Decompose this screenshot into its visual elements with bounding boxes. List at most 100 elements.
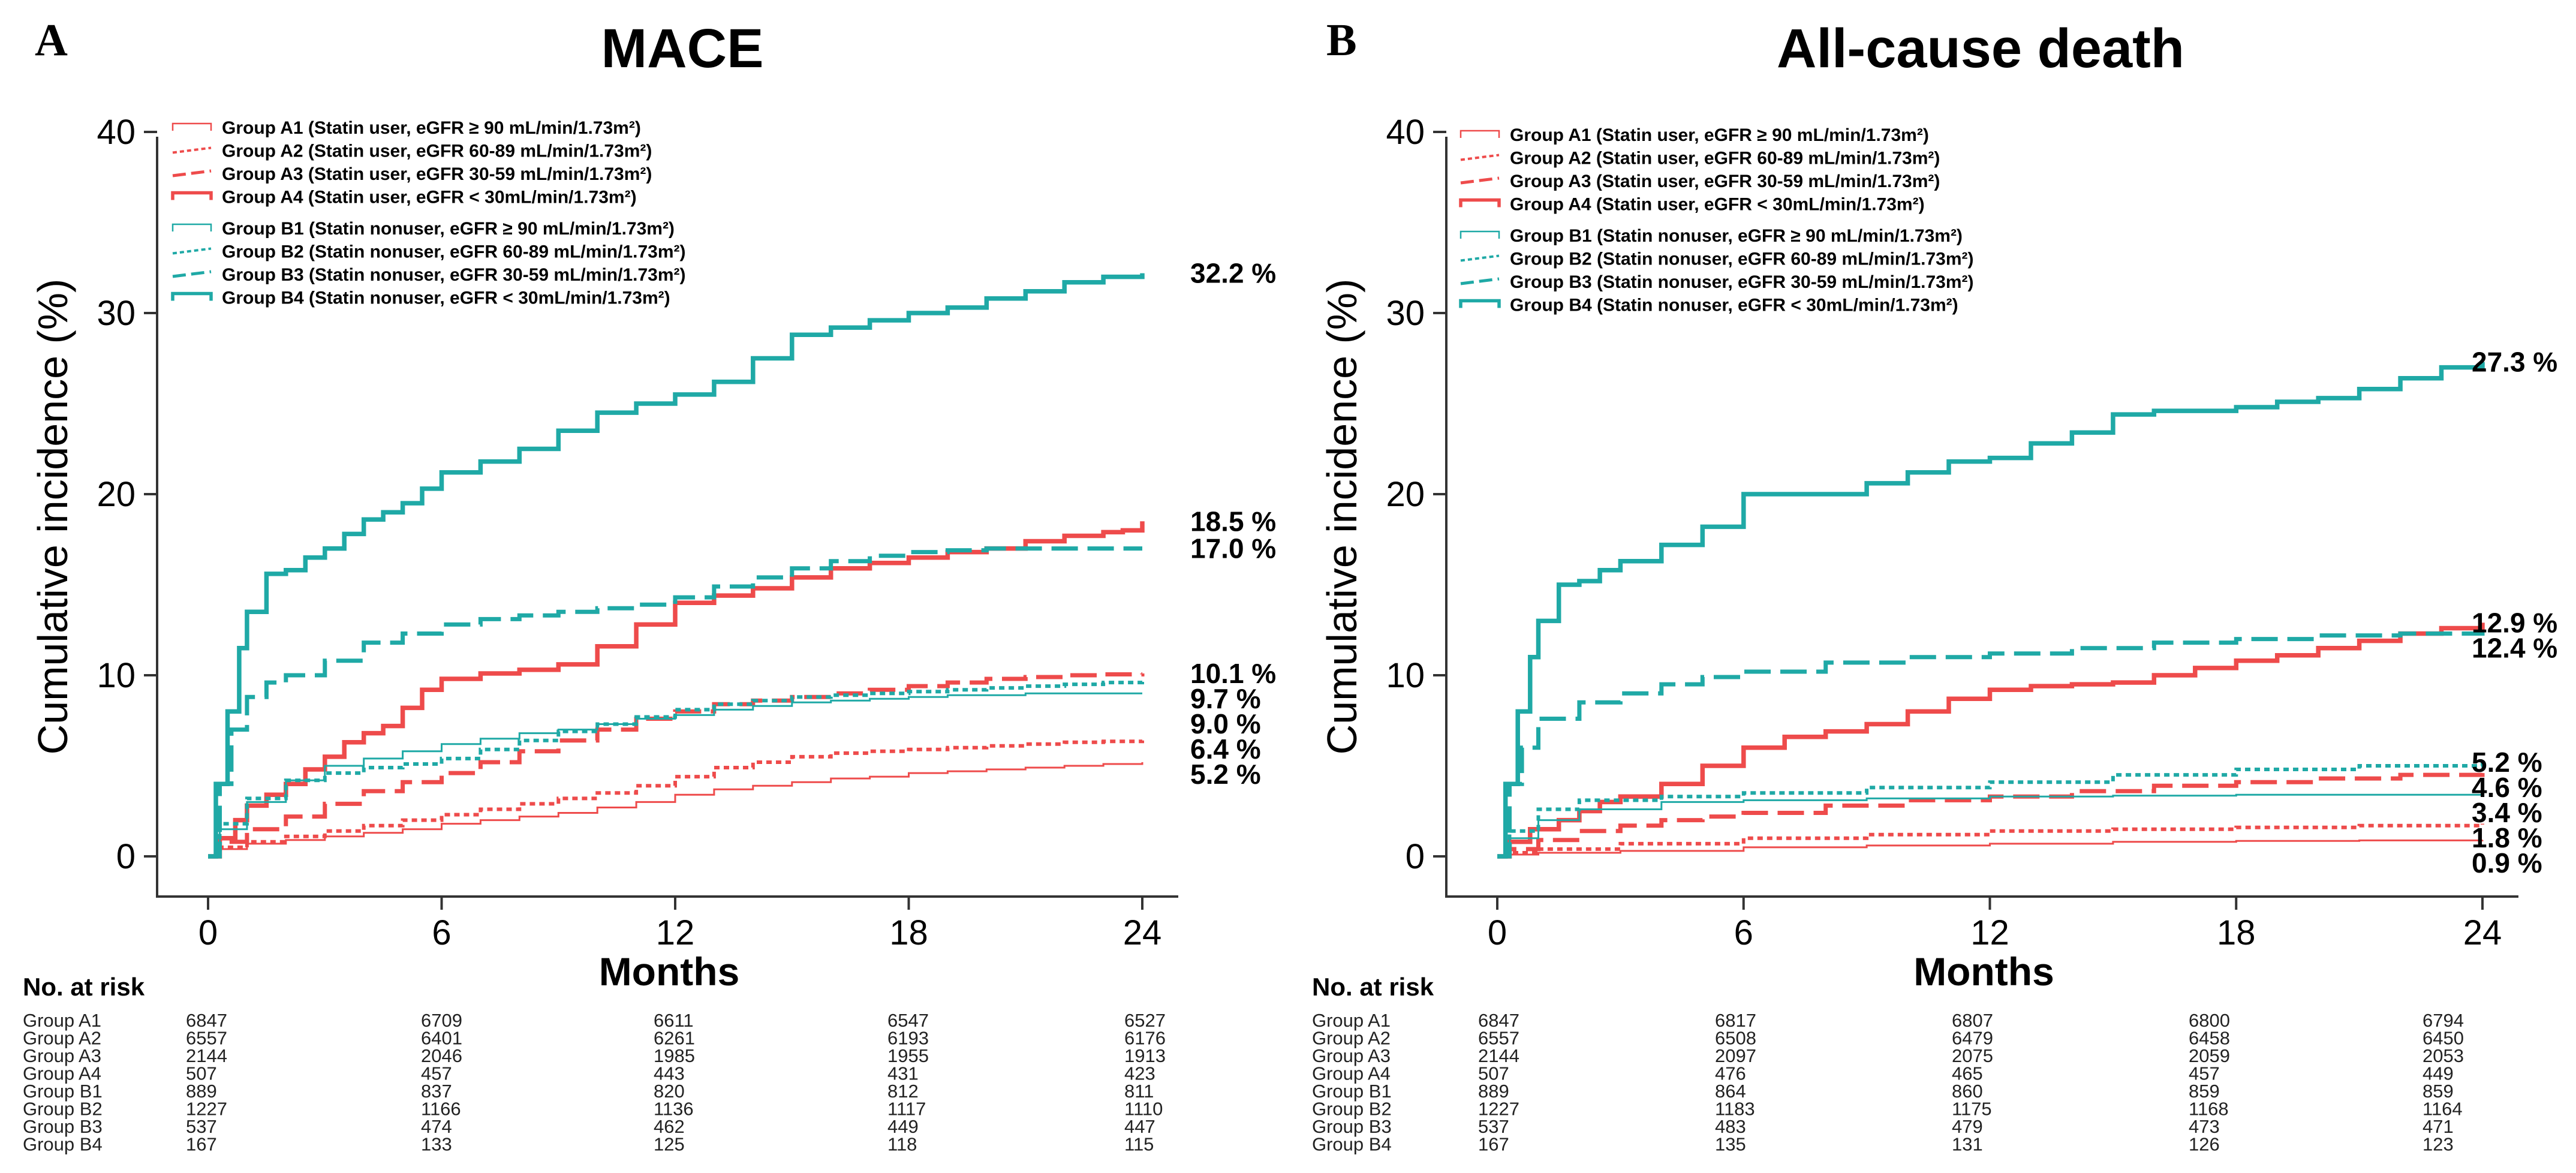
- risk-cell: 457: [2189, 1063, 2220, 1084]
- legend-label-6: Group B2 (Statin nonuser, eGFR 60-89 mL/…: [1510, 249, 1973, 269]
- risk-cell: 6176: [1124, 1028, 1166, 1049]
- risk-cell: 443: [654, 1063, 685, 1084]
- series-line-8: [1497, 362, 2485, 859]
- axis-frame: [1445, 137, 2518, 898]
- risk-cell: 447: [1124, 1116, 1155, 1137]
- risk-cell: 537: [186, 1116, 217, 1137]
- risk-cell: 537: [1478, 1116, 1509, 1137]
- end-value-label: 27.3 %: [2472, 347, 2557, 378]
- legend-swatch-4: [1459, 198, 1501, 207]
- risk-row-label: Group A3: [1312, 1045, 1391, 1066]
- risk-cell: 6807: [1952, 1010, 1993, 1031]
- risk-cell: 135: [1715, 1134, 1746, 1155]
- y-tick-label: 10: [1386, 656, 1425, 695]
- risk-cell: 474: [421, 1116, 452, 1137]
- end-value-label: 4.6 %: [2472, 772, 2542, 803]
- end-value-label: 12.4 %: [2472, 632, 2557, 663]
- risk-cell: 167: [186, 1134, 217, 1155]
- risk-row-label: Group B2: [1312, 1099, 1392, 1120]
- risk-row-label: Group B3: [1312, 1116, 1392, 1137]
- series-line-8: [208, 273, 1145, 859]
- legend-label-5: Group B1 (Statin nonuser, eGFR ≥ 90 mL/m…: [1510, 226, 1963, 246]
- series-line-7: [1497, 631, 2485, 859]
- risk-row-label: Group B4: [23, 1134, 103, 1155]
- risk-cell: 6547: [887, 1010, 929, 1031]
- risk-cell: 6847: [186, 1010, 227, 1031]
- risk-cell: 1117: [887, 1099, 926, 1120]
- end-value-label: 1.8 %: [2472, 822, 2542, 853]
- panel-letter: A: [35, 15, 68, 65]
- x-tick-label: 18: [2217, 913, 2256, 952]
- end-value-label: 3.4 %: [2472, 797, 2542, 828]
- risk-cell: 6794: [2422, 1010, 2464, 1031]
- legend-swatch-5: [1459, 230, 1500, 239]
- legend-swatch-7: [1460, 277, 1500, 285]
- legend-swatch-2: [172, 146, 212, 154]
- x-tick-label: 6: [1734, 913, 1753, 952]
- risk-cell: 6479: [1952, 1028, 1993, 1049]
- series-line-1: [208, 762, 1143, 858]
- risk-cell: 123: [2422, 1134, 2454, 1155]
- y-tick-label: 30: [1386, 294, 1425, 333]
- x-tick-label: 0: [198, 913, 218, 952]
- risk-cell: 859: [2422, 1081, 2454, 1102]
- chart-title: All-cause death: [1777, 18, 2184, 79]
- risk-cell: 6458: [2189, 1028, 2230, 1049]
- risk-cell: 1227: [1478, 1099, 1519, 1120]
- risk-cell: 812: [887, 1081, 919, 1102]
- y-tick-label: 40: [97, 113, 136, 152]
- risk-row-label: Group B1: [23, 1081, 103, 1102]
- risk-cell: 167: [1478, 1134, 1509, 1155]
- risk-cell: 2059: [2189, 1045, 2230, 1066]
- risk-cell: 118: [887, 1134, 917, 1155]
- y-tick-label: 20: [97, 475, 136, 514]
- end-value-label: 5.2 %: [1190, 759, 1261, 790]
- end-value-label: 9.0 %: [1190, 708, 1261, 739]
- risk-cell: 423: [1124, 1063, 1155, 1084]
- risk-row-label: Group A4: [23, 1063, 101, 1084]
- legend-label-7: Group B3 (Statin nonuser, eGFR 30-59 mL/…: [1510, 272, 1973, 292]
- risk-cell: 1227: [186, 1099, 227, 1120]
- risk-row-label: Group B3: [23, 1116, 103, 1137]
- risk-cell: 889: [1478, 1081, 1509, 1102]
- risk-cell: 6508: [1715, 1028, 1756, 1049]
- risk-cell: 820: [654, 1081, 685, 1102]
- risk-row-label: Group A4: [1312, 1063, 1391, 1084]
- end-value-label: 5.2 %: [2472, 747, 2542, 778]
- risk-cell: 6193: [887, 1028, 929, 1049]
- end-value-label: 32.2 %: [1190, 258, 1276, 289]
- risk-cell: 6800: [2189, 1010, 2230, 1031]
- risk-cell: 126: [2189, 1134, 2220, 1155]
- risk-cell: 1955: [887, 1045, 929, 1066]
- risk-cell: 431: [887, 1063, 919, 1084]
- risk-row-label: Group B4: [1312, 1134, 1392, 1155]
- risk-cell: 1136: [654, 1099, 694, 1120]
- legend-swatch-6: [172, 247, 212, 255]
- risk-table-heading: No. at risk: [23, 973, 145, 1001]
- risk-cell: 889: [186, 1081, 217, 1102]
- y-tick-label: 20: [1386, 475, 1425, 514]
- legend-swatch-8: [171, 291, 213, 301]
- panel-letter: B: [1326, 15, 1357, 65]
- legend-label-5: Group B1 (Statin nonuser, eGFR ≥ 90 mL/m…: [222, 219, 675, 239]
- axis-frame: [156, 137, 1178, 898]
- risk-cell: 507: [1478, 1063, 1509, 1084]
- risk-cell: 864: [1715, 1081, 1746, 1102]
- y-tick-label: 40: [1386, 113, 1425, 152]
- legend-swatch-2: [1460, 154, 1500, 161]
- legend-swatch-8: [1459, 299, 1501, 308]
- end-value-label: 18.5 %: [1190, 506, 1276, 537]
- risk-row-label: Group A2: [1312, 1028, 1391, 1049]
- risk-cell: 6450: [2422, 1028, 2464, 1049]
- risk-cell: 449: [887, 1116, 919, 1137]
- legend-label-6: Group B2 (Statin nonuser, eGFR 60-89 mL/…: [222, 242, 685, 262]
- legend-swatch-1: [171, 122, 212, 131]
- series-line-3: [208, 672, 1145, 859]
- risk-cell: 6557: [186, 1028, 227, 1049]
- risk-cell: 6847: [1478, 1010, 1519, 1031]
- x-tick-label: 12: [1970, 913, 2009, 952]
- risk-cell: 6611: [654, 1010, 694, 1031]
- risk-cell: 1913: [1124, 1045, 1166, 1066]
- x-tick-label: 18: [889, 913, 928, 952]
